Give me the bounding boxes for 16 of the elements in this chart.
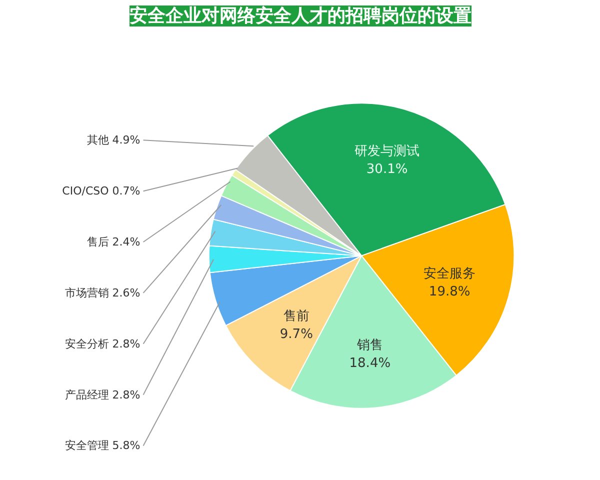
slice-label: 研发与测试 xyxy=(354,144,420,160)
data-label: 18.4% xyxy=(349,356,391,371)
slice-label: 售后 2.4% xyxy=(86,236,140,249)
slice-label: 安全分析 2.8% xyxy=(64,337,140,350)
slice-label: 安全管理 5.8% xyxy=(64,439,140,452)
data-label: 19.8% xyxy=(428,284,470,300)
data-label: 9.7% xyxy=(280,326,313,342)
slice-label: 售前 xyxy=(283,308,310,324)
slice-label: 安全服务 xyxy=(424,266,476,282)
slice-label: CIO/CSO 0.7% xyxy=(62,184,140,198)
chart-title: 安全企业对网络安全人才的招聘岗位的设置 xyxy=(130,6,472,26)
slice-label: 其他 4.9% xyxy=(86,134,140,147)
slice-label: 市场营销 2.6% xyxy=(64,286,140,300)
slice-label: 销售 xyxy=(356,338,383,353)
data-label: 30.1% xyxy=(366,162,408,178)
slice-label: 产品经理 2.8% xyxy=(64,388,140,402)
